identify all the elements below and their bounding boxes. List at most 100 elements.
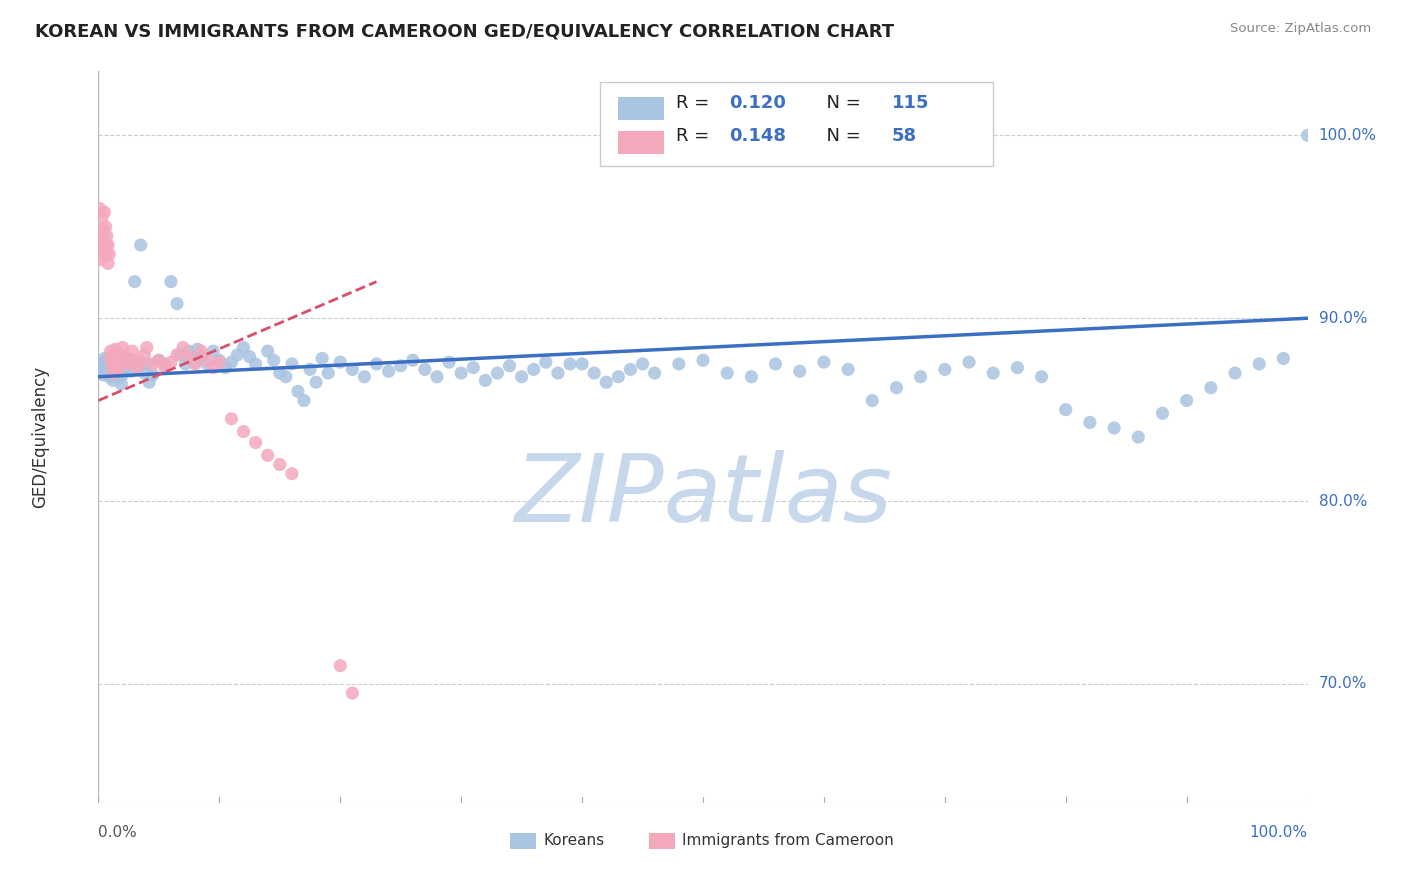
Point [510,369,533,384]
Text: 80.0%: 80.0% [1319,493,1367,508]
Point [105,350,128,364]
Point [1031,369,1053,384]
Point [100,351,122,366]
Point [103,355,125,369]
Point [96,228,118,243]
Point [91,242,114,256]
FancyBboxPatch shape [619,130,664,154]
Point [91,211,114,225]
Point [184,355,207,369]
Point [195,357,218,371]
Point [91,223,114,237]
Point [486,366,509,380]
Text: GED/Equivalency: GED/Equivalency [31,366,49,508]
Point [96,353,118,368]
Point [90,362,112,376]
Text: 115: 115 [891,94,929,112]
Point [765,357,787,371]
Point [202,360,225,375]
Point [135,341,157,355]
Point [153,360,176,375]
Text: 0.148: 0.148 [730,128,786,145]
Point [98,247,121,261]
Point [90,238,112,252]
Point [1054,402,1077,417]
Point [108,362,131,376]
Point [148,353,170,368]
Point [93,205,115,219]
Point [1296,128,1319,143]
Text: 100.0%: 100.0% [1319,128,1376,143]
Point [110,377,132,392]
Text: N =: N = [815,128,868,145]
Point [263,353,285,368]
Point [716,366,738,380]
Point [107,369,129,384]
Point [148,353,170,368]
Text: R =: R = [676,94,716,112]
Point [450,366,472,380]
Point [166,348,188,362]
Point [607,369,630,384]
Point [174,357,197,371]
Point [1272,351,1295,366]
Text: 100.0%: 100.0% [1250,825,1308,839]
Point [269,458,291,472]
Point [114,350,136,364]
Point [1128,430,1150,444]
FancyBboxPatch shape [600,82,993,167]
Text: 0.120: 0.120 [730,94,786,112]
Point [91,357,114,371]
Point [474,373,496,387]
Text: 90.0%: 90.0% [1319,310,1367,326]
Point [981,366,1004,380]
Point [100,360,122,375]
Point [190,350,212,364]
Point [89,202,111,216]
Point [129,355,152,369]
Point [134,348,156,362]
Point [366,357,388,371]
Point [101,366,124,380]
Text: R =: R = [676,128,716,145]
Point [311,351,333,366]
Point [111,341,134,355]
Point [413,362,436,376]
Point [329,355,352,369]
Point [100,355,122,369]
Point [910,369,932,384]
Point [91,368,114,382]
Point [195,353,218,368]
Point [463,360,485,375]
Point [129,238,152,252]
Point [160,355,183,369]
Point [239,350,262,364]
Point [558,357,581,371]
Point [153,357,176,371]
Point [184,357,207,371]
Point [292,393,315,408]
Point [169,348,191,362]
Point [166,296,188,310]
FancyBboxPatch shape [619,97,664,120]
Point [172,341,194,355]
Point [90,252,112,267]
Point [160,275,183,289]
Point [668,357,690,371]
Point [245,435,267,450]
Point [1199,381,1222,395]
Point [837,362,859,376]
Point [98,369,121,384]
Point [101,373,124,387]
Point [93,364,115,378]
Point [208,353,231,368]
Point [631,357,654,371]
Point [97,238,120,252]
Text: Immigrants from Cameroon: Immigrants from Cameroon [682,833,894,848]
Point [1223,366,1246,380]
Point [274,369,297,384]
Point [114,360,136,375]
Point [134,366,156,380]
Text: 0.0%: 0.0% [98,825,138,839]
Point [1175,393,1198,408]
